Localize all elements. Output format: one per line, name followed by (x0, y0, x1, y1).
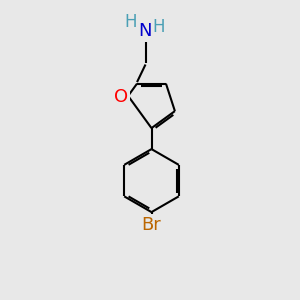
Text: N: N (139, 22, 152, 40)
Text: H: H (125, 13, 137, 31)
Text: Br: Br (142, 216, 161, 234)
Text: Br: Br (142, 216, 161, 234)
Text: N: N (139, 22, 152, 40)
Text: H: H (153, 18, 165, 36)
Text: O: O (114, 88, 129, 106)
Text: O: O (114, 88, 129, 106)
